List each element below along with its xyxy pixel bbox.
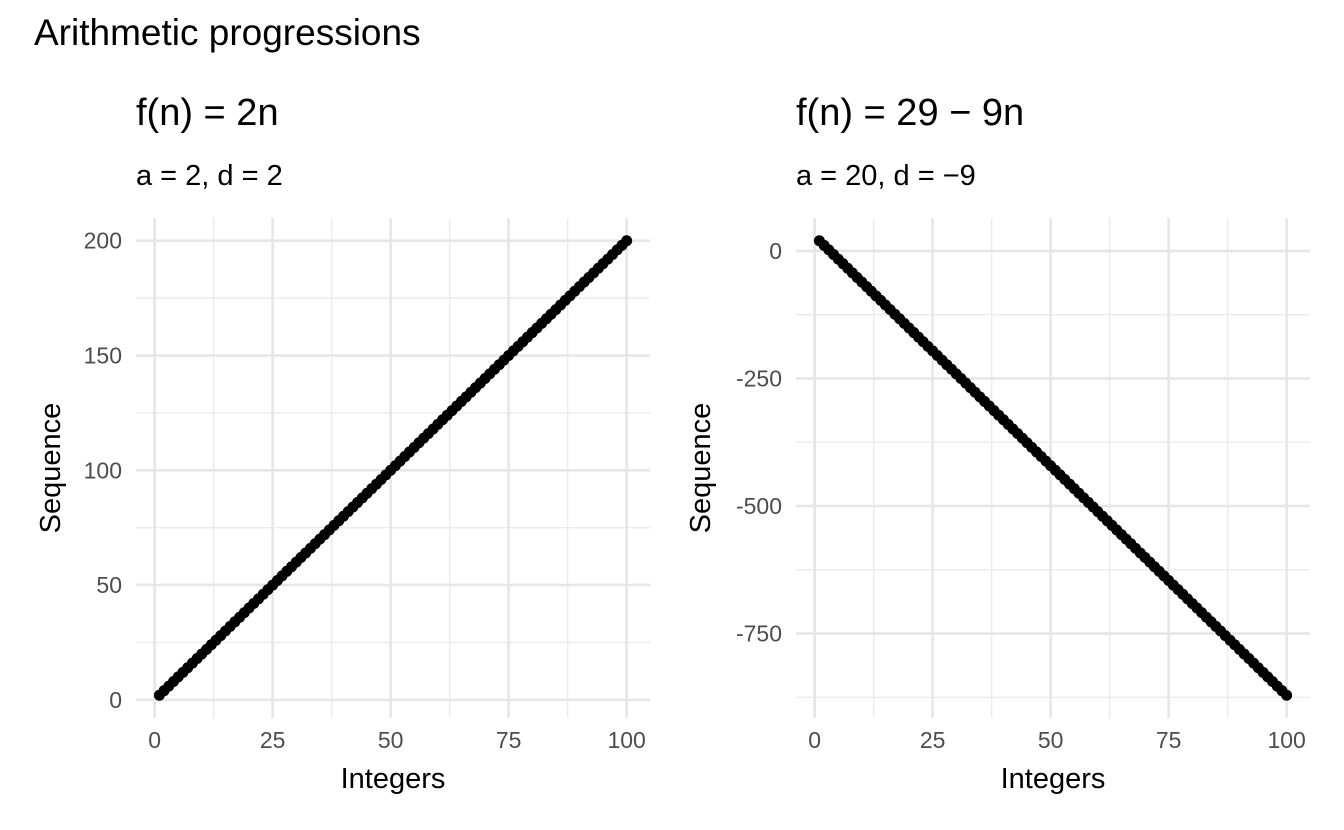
y-axis-title: Sequence <box>35 403 67 534</box>
x-tick-label: 0 <box>808 727 821 753</box>
series-points <box>813 235 1293 701</box>
panel-right: f(n) = 29 − 9n a = 20, d = −9 0 25 50 75 100… <box>672 0 1344 830</box>
x-tick-label: 75 <box>496 727 522 753</box>
x-tick-label: 0 <box>148 727 161 753</box>
y-tick-label: -750 <box>736 621 782 647</box>
figure-title: Arithmetic progressions <box>34 12 421 53</box>
y-tick-label: -500 <box>736 493 782 519</box>
y-tick-label: 150 <box>84 343 122 369</box>
panel-left: f(n) = 2n a = 2, d = 2 0 25 50 75 100 0 50 100 1… <box>35 92 650 795</box>
y-tick-label: 0 <box>109 687 122 713</box>
scatter-plot-left: 0 25 50 75 100 0 50 100 150 200 Integers Sequence <box>35 218 650 795</box>
series-points <box>153 235 633 701</box>
data-point <box>1281 689 1293 701</box>
x-axis-title: Integers <box>1001 763 1106 795</box>
data-point <box>621 235 633 247</box>
y-tick-label: -250 <box>736 365 782 391</box>
x-tick-label: 50 <box>378 727 404 753</box>
y-tick-label: 200 <box>84 228 122 254</box>
x-tick-label: 75 <box>1156 727 1182 753</box>
x-tick-label: 100 <box>607 727 645 753</box>
x-tick-label: 25 <box>920 727 946 753</box>
y-tick-label: 0 <box>769 238 782 264</box>
panel-subtitle: a = 2, d = 2 <box>136 160 283 192</box>
panel-title: f(n) = 2n <box>136 92 279 134</box>
y-tick-label: 50 <box>96 572 122 598</box>
panel-title: f(n) = 29 − 9n <box>796 92 1025 134</box>
x-tick-label: 25 <box>260 727 286 753</box>
scatter-plot-right: 0 25 50 75 100 0 -250 -500 -750 Integers Sequence <box>685 218 1310 795</box>
x-axis-title: Integers <box>341 763 446 795</box>
panel-subtitle: a = 20, d = −9 <box>796 160 976 192</box>
x-tick-label: 100 <box>1267 727 1305 753</box>
y-tick-label: 100 <box>84 457 122 483</box>
y-axis-title: Sequence <box>685 403 717 534</box>
x-tick-label: 50 <box>1038 727 1064 753</box>
